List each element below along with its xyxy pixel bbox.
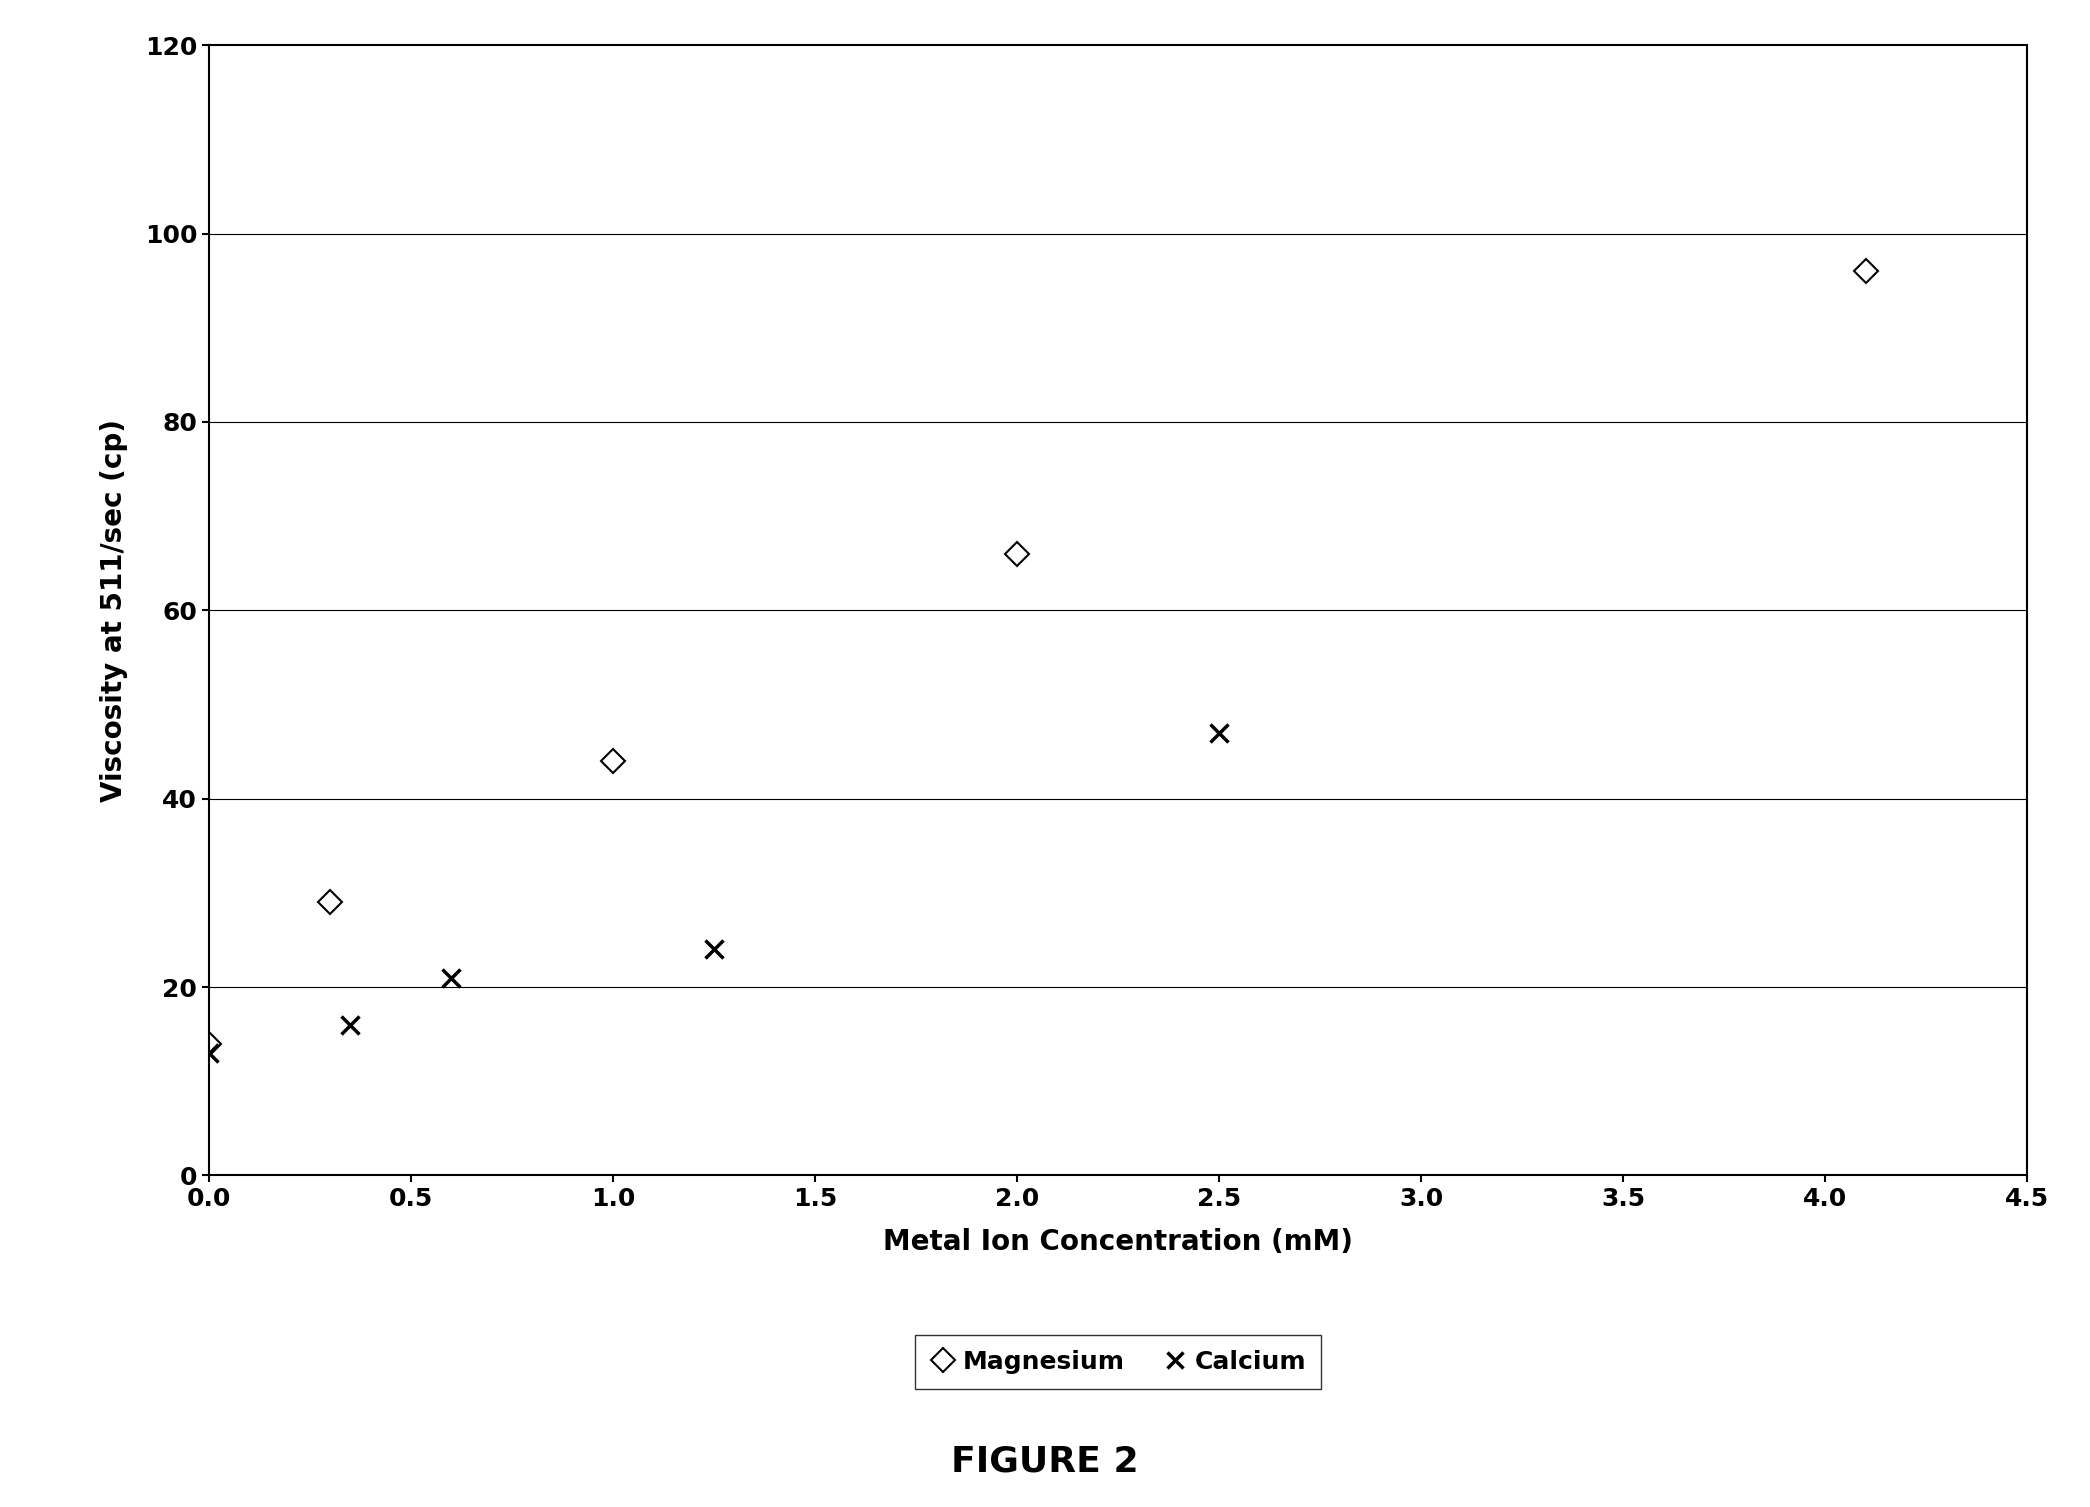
Text: FIGURE 2: FIGURE 2 <box>951 1445 1139 1478</box>
Y-axis label: Viscosity at 511/sec (cp): Viscosity at 511/sec (cp) <box>100 419 127 802</box>
Legend: Magnesium, Calcium: Magnesium, Calcium <box>915 1335 1321 1389</box>
X-axis label: Metal Ion Concentration (mM): Metal Ion Concentration (mM) <box>884 1228 1352 1255</box>
